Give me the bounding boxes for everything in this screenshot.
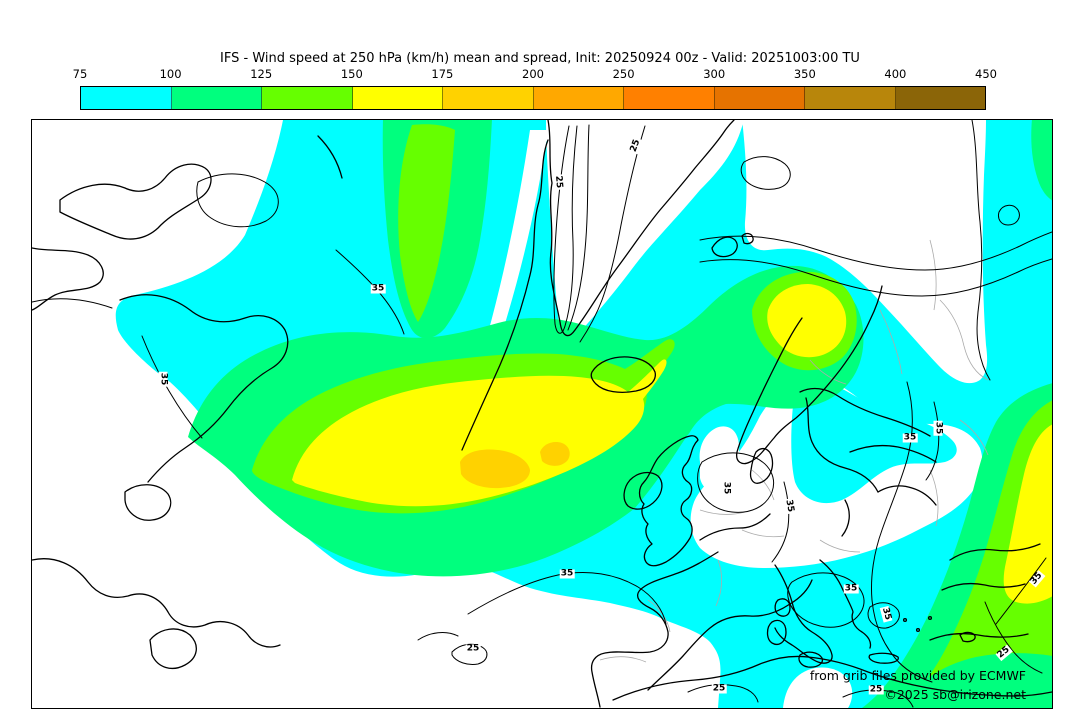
colorbar-segment-2 bbox=[262, 87, 353, 109]
colorbar-segment-3 bbox=[352, 87, 443, 109]
coastlines bbox=[32, 120, 1052, 708]
page-title: IFS - Wind speed at 250 hPa (km/h) mean … bbox=[220, 51, 860, 66]
credit-copyright: ©2025 sb@irizone.net bbox=[884, 687, 1026, 702]
colorbar-tick: 350 bbox=[793, 67, 816, 81]
spread-contours bbox=[32, 120, 1052, 708]
weather-map: 35 35 25 25 35 35 35 25 25 25 35 35 35 35 35 25 from gr… bbox=[31, 119, 1053, 709]
colorbar-tick: 150 bbox=[340, 67, 363, 81]
country-borders bbox=[599, 239, 989, 663]
colorbar-segment-9 bbox=[895, 87, 985, 109]
band-below-min-northsea bbox=[699, 426, 740, 492]
contour-label-25: 25 bbox=[552, 174, 565, 190]
colorbar-segment-8 bbox=[805, 87, 896, 109]
colorbar-segment-4 bbox=[443, 87, 534, 109]
band-175 bbox=[460, 442, 570, 489]
colorbar bbox=[80, 86, 986, 110]
colorbar-segment-6 bbox=[624, 87, 715, 109]
band-75-baltic bbox=[791, 383, 957, 504]
colorbar-tick: 200 bbox=[522, 67, 544, 81]
colorbar-tick: 250 bbox=[612, 67, 635, 81]
colorbar-tick: 300 bbox=[703, 67, 726, 81]
band-150 bbox=[292, 284, 1052, 604]
colorbar-tick-labels: 75 100 125 150 175 200 250 300 350 400 450 bbox=[73, 67, 997, 81]
colorbar-tick: 100 bbox=[159, 67, 182, 81]
colorbar-tick: 400 bbox=[884, 67, 907, 81]
colorbar-segment-0 bbox=[81, 87, 172, 109]
contour-label-25: 25 bbox=[465, 643, 481, 654]
contour-label-25: 25 bbox=[868, 684, 884, 695]
colorbar-segment-5 bbox=[533, 87, 624, 109]
contour-label-35: 35 bbox=[370, 283, 386, 294]
colorbar-tick: 125 bbox=[250, 67, 273, 81]
colorbar-segment-7 bbox=[714, 87, 805, 109]
colorbar-segment-1 bbox=[171, 87, 262, 109]
contour-label-35: 35 bbox=[902, 432, 918, 443]
contour-label-35: 35 bbox=[843, 583, 859, 594]
contour-label-35: 35 bbox=[783, 498, 796, 514]
contour-label-35: 35 bbox=[158, 371, 169, 387]
credits: from grib files provided by ECMWF ©2025 … bbox=[810, 666, 1026, 704]
credit-source: from grib files provided by ECMWF bbox=[809, 668, 1026, 683]
colorbar-tick: 75 bbox=[72, 67, 88, 81]
map-canvas bbox=[32, 120, 1052, 708]
colorbar-tick: 450 bbox=[975, 67, 997, 81]
colorbar-tick: 175 bbox=[431, 67, 454, 81]
contour-label-35: 35 bbox=[933, 420, 944, 436]
contour-label-35: 35 bbox=[721, 480, 732, 496]
contour-label-25: 25 bbox=[711, 683, 727, 694]
contour-label-35: 35 bbox=[559, 568, 575, 579]
